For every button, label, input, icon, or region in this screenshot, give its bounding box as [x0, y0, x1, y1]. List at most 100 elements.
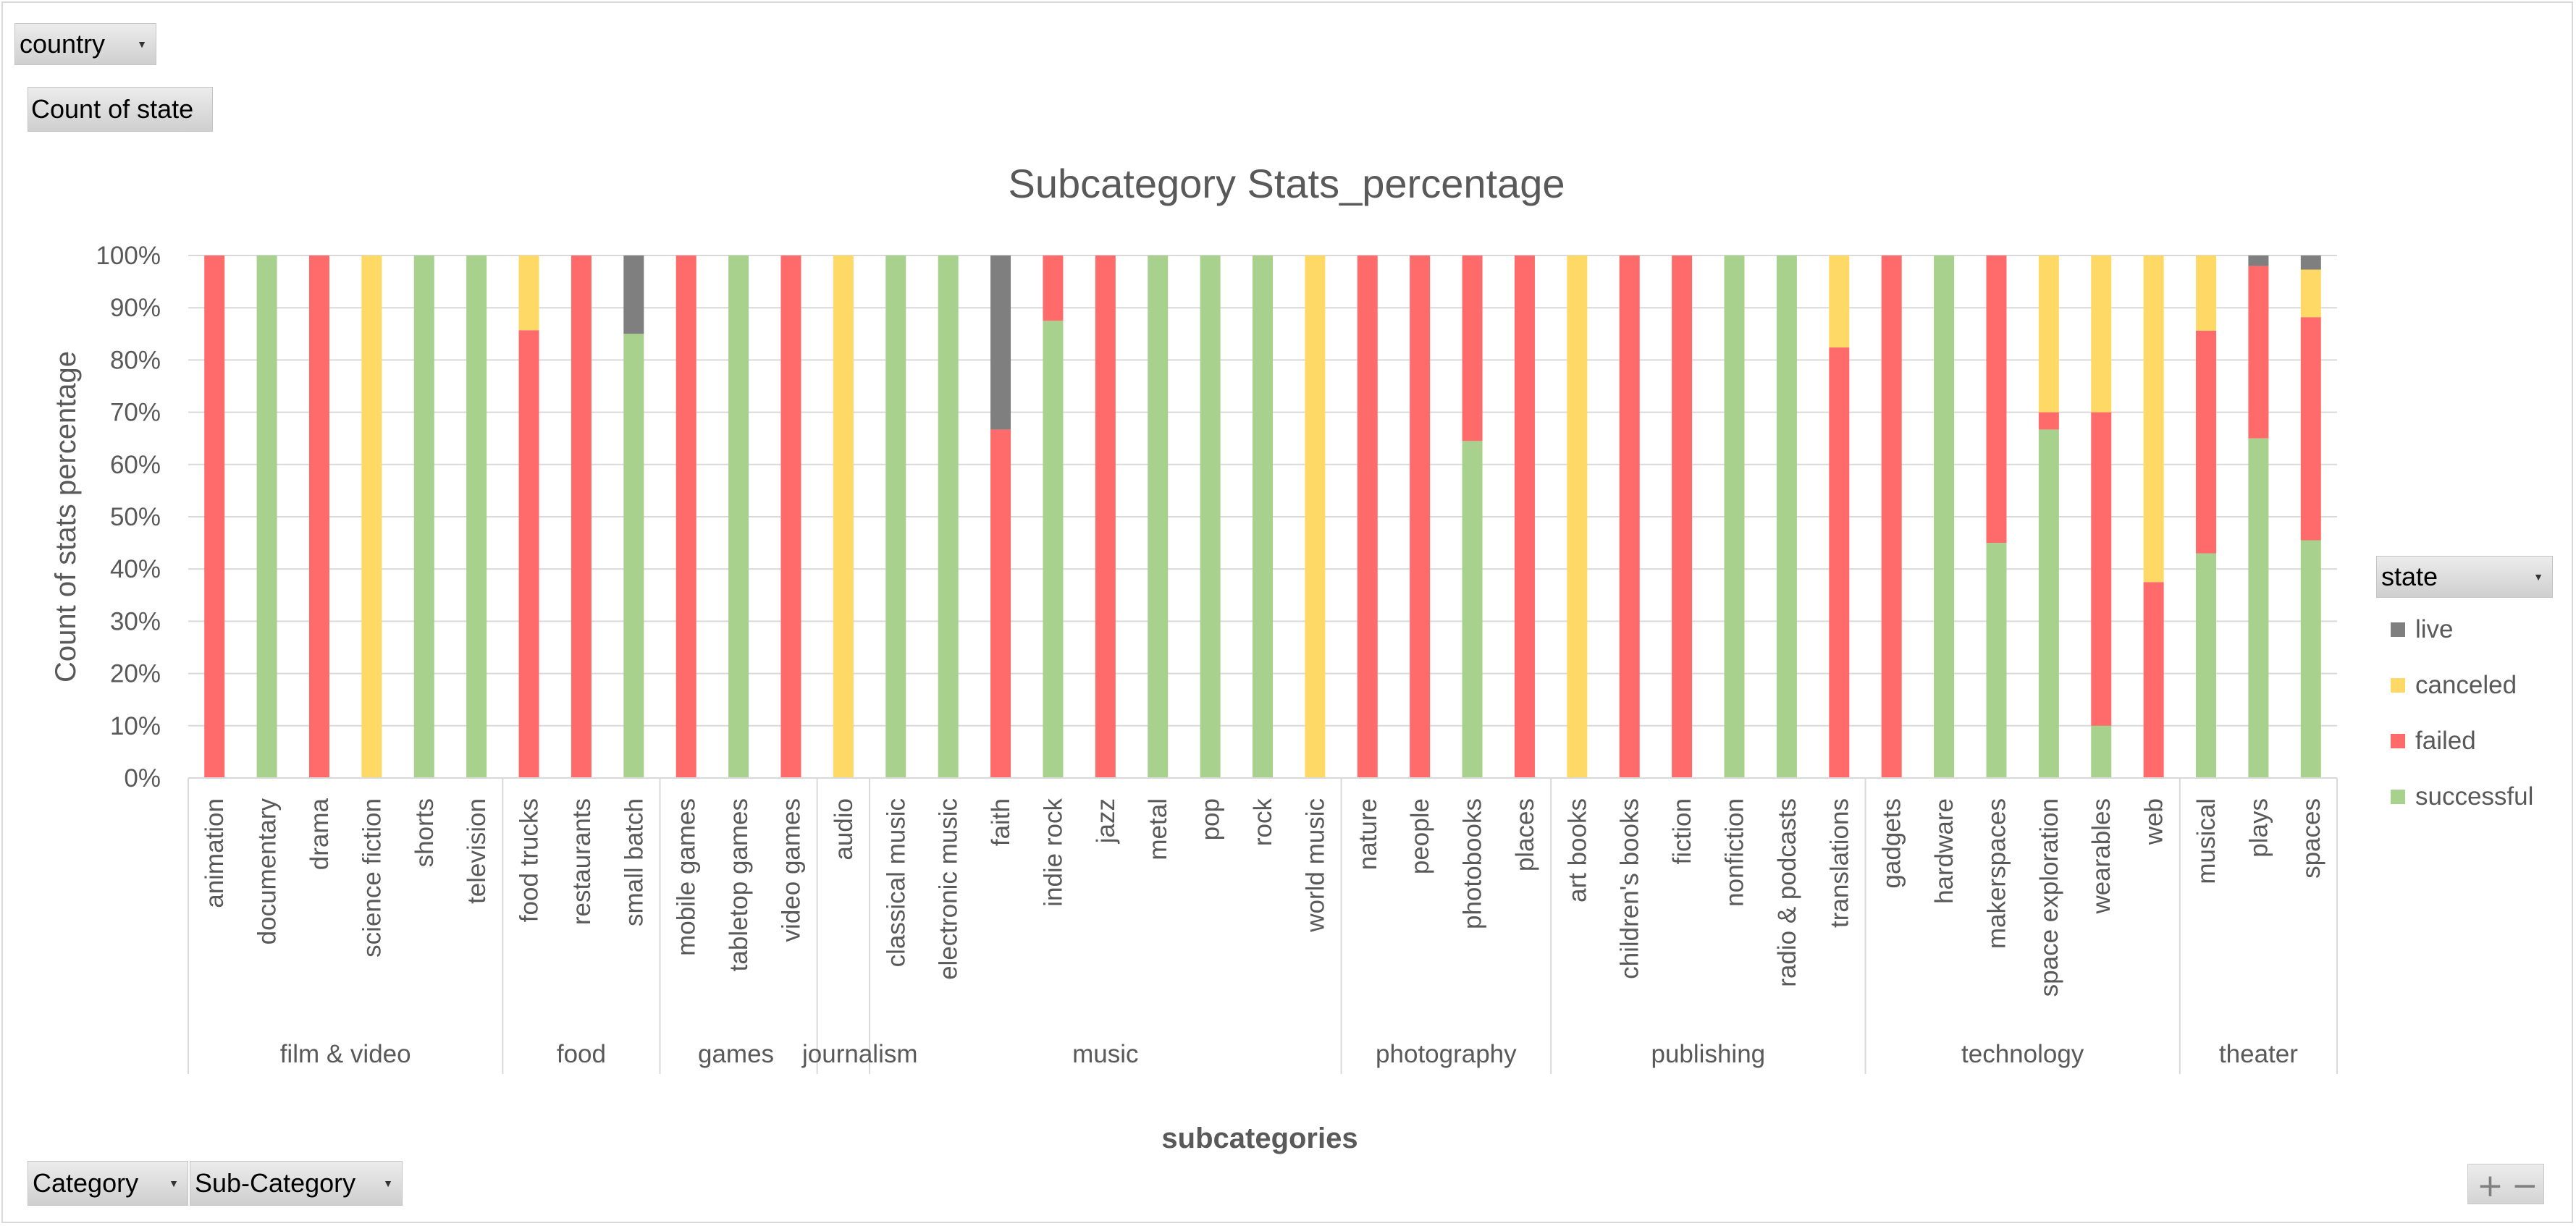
x-tick-label: food trucks	[515, 798, 544, 922]
x-tick-label: television	[463, 798, 491, 904]
bar-successful	[1724, 255, 1745, 778]
x-tick-label: musical	[2192, 798, 2221, 884]
bar-canceled	[2300, 269, 2321, 318]
bar-successful	[885, 255, 906, 778]
bar-failed	[1514, 255, 1535, 778]
bar-failed	[780, 255, 801, 778]
bar-failed	[675, 255, 696, 778]
y-tick-label: 10%	[110, 712, 161, 740]
bar-failed	[1410, 255, 1431, 778]
x-tick-label: rock	[1249, 798, 1277, 847]
x-tick-label: pop	[1197, 798, 1225, 840]
legend-swatch	[2391, 678, 2405, 693]
x-tick-label: tabletop games	[725, 798, 753, 971]
bar-successful	[413, 255, 434, 778]
legend-label: live	[2415, 615, 2454, 643]
bar-successful	[466, 255, 487, 778]
bar-successful	[1148, 255, 1169, 778]
x-tick-label: places	[1511, 798, 1539, 871]
y-tick-label: 40%	[110, 555, 161, 583]
value-field-button[interactable]: Count of state	[28, 87, 213, 132]
country-filter-button[interactable]: country ▼	[14, 23, 156, 65]
bar-failed	[571, 255, 592, 778]
bar-successful	[2038, 429, 2059, 778]
x-tick-label: small batch	[620, 798, 648, 926]
bar-canceled	[2091, 255, 2112, 413]
bar-successful	[1200, 255, 1221, 778]
x-tick-label: spaces	[2297, 798, 2325, 879]
x-tick-label: space exploration	[2035, 798, 2063, 997]
bar-successful	[256, 255, 277, 778]
bar-successful	[2248, 438, 2269, 778]
x-tick-label: gadgets	[1878, 798, 1906, 889]
y-tick-label: 80%	[110, 346, 161, 374]
bar-failed	[2038, 412, 2059, 430]
bar-canceled	[1305, 255, 1326, 778]
bar-canceled	[833, 255, 854, 778]
country-filter-label: country	[20, 29, 106, 59]
x-tick-label: makerspaces	[1982, 798, 2011, 949]
bar-failed	[1881, 255, 1902, 778]
bar-failed	[1357, 255, 1378, 778]
bar-canceled	[1829, 255, 1850, 348]
group-label: technology	[1961, 1040, 2084, 1068]
bar-canceled	[2196, 255, 2217, 331]
chart-title: Subcategory Stats_percentage	[1009, 161, 1565, 206]
subcategory-field-button[interactable]: Sub-Category ▼	[190, 1161, 403, 1206]
zoom-out-button[interactable]: −	[2512, 1167, 2538, 1204]
y-tick-label: 20%	[110, 660, 161, 688]
zoom-in-button[interactable]: +	[2477, 1167, 2504, 1204]
bar-failed	[1043, 255, 1064, 321]
y-tick-label: 30%	[110, 607, 161, 635]
x-tick-label: electronic music	[935, 798, 963, 980]
group-label: photography	[1376, 1040, 1517, 1068]
legend-state-filter-button[interactable]: state ▼	[2376, 556, 2553, 598]
x-tick-label: radio & podcasts	[1773, 798, 1801, 987]
y-tick-label: 60%	[110, 451, 161, 479]
bar-failed	[990, 429, 1011, 778]
y-tick-label: 70%	[110, 399, 161, 427]
bar-live	[2248, 255, 2269, 266]
legend-swatch	[2391, 790, 2405, 804]
bar-failed	[1462, 255, 1483, 441]
category-field-button[interactable]: Category ▼	[28, 1161, 188, 1206]
x-tick-label: plays	[2244, 798, 2273, 858]
bar-successful	[1776, 255, 1797, 778]
legend-swatch	[2391, 734, 2405, 748]
chevron-down-icon: ▼	[383, 1178, 393, 1189]
bar-canceled	[518, 255, 539, 331]
x-tick-label: nature	[1354, 798, 1382, 870]
x-tick-label: metal	[1144, 798, 1172, 861]
bar-successful	[623, 334, 644, 778]
x-tick-label: documentary	[253, 798, 282, 945]
bar-canceled	[2143, 255, 2164, 583]
bar-successful	[1043, 321, 1064, 778]
zoom-controls: + −	[2467, 1164, 2544, 1204]
x-tick-label: video games	[777, 798, 805, 942]
legend-item-failed: failed	[2391, 727, 2476, 756]
bar-successful	[1253, 255, 1273, 778]
x-tick-label: fiction	[1668, 798, 1696, 864]
x-tick-label: science fiction	[358, 798, 386, 957]
legend-item-canceled: canceled	[2391, 671, 2517, 700]
legend-swatch	[2391, 622, 2405, 637]
bar-canceled	[2038, 255, 2059, 413]
x-axis-label: subcategories	[1161, 1123, 1358, 1154]
bar-canceled	[1567, 255, 1588, 778]
legend-state-label: state	[2381, 562, 2438, 591]
bar-failed	[204, 255, 225, 778]
x-tick-label: wearables	[2087, 798, 2116, 915]
x-tick-label: people	[1406, 798, 1434, 874]
group-label: film & video	[280, 1040, 411, 1068]
bar-successful	[1934, 255, 1955, 778]
bar-failed	[2196, 330, 2217, 554]
bar-failed	[1619, 255, 1640, 778]
bar-failed	[1829, 347, 1850, 778]
x-tick-label: drama	[306, 798, 334, 870]
y-tick-label: 50%	[110, 503, 161, 531]
x-tick-label: mobile games	[673, 798, 701, 956]
legend-label: failed	[2415, 727, 2476, 755]
bar-failed	[2248, 266, 2269, 439]
bar-successful	[2300, 540, 2321, 778]
x-tick-label: shorts	[411, 798, 439, 867]
